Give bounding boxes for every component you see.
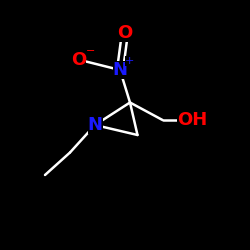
Text: N: N xyxy=(88,116,102,134)
Text: −: − xyxy=(86,46,95,56)
Text: O: O xyxy=(71,51,86,69)
Text: O: O xyxy=(118,24,132,42)
Text: OH: OH xyxy=(177,111,208,129)
Text: +: + xyxy=(125,56,134,66)
Text: N: N xyxy=(112,61,128,79)
